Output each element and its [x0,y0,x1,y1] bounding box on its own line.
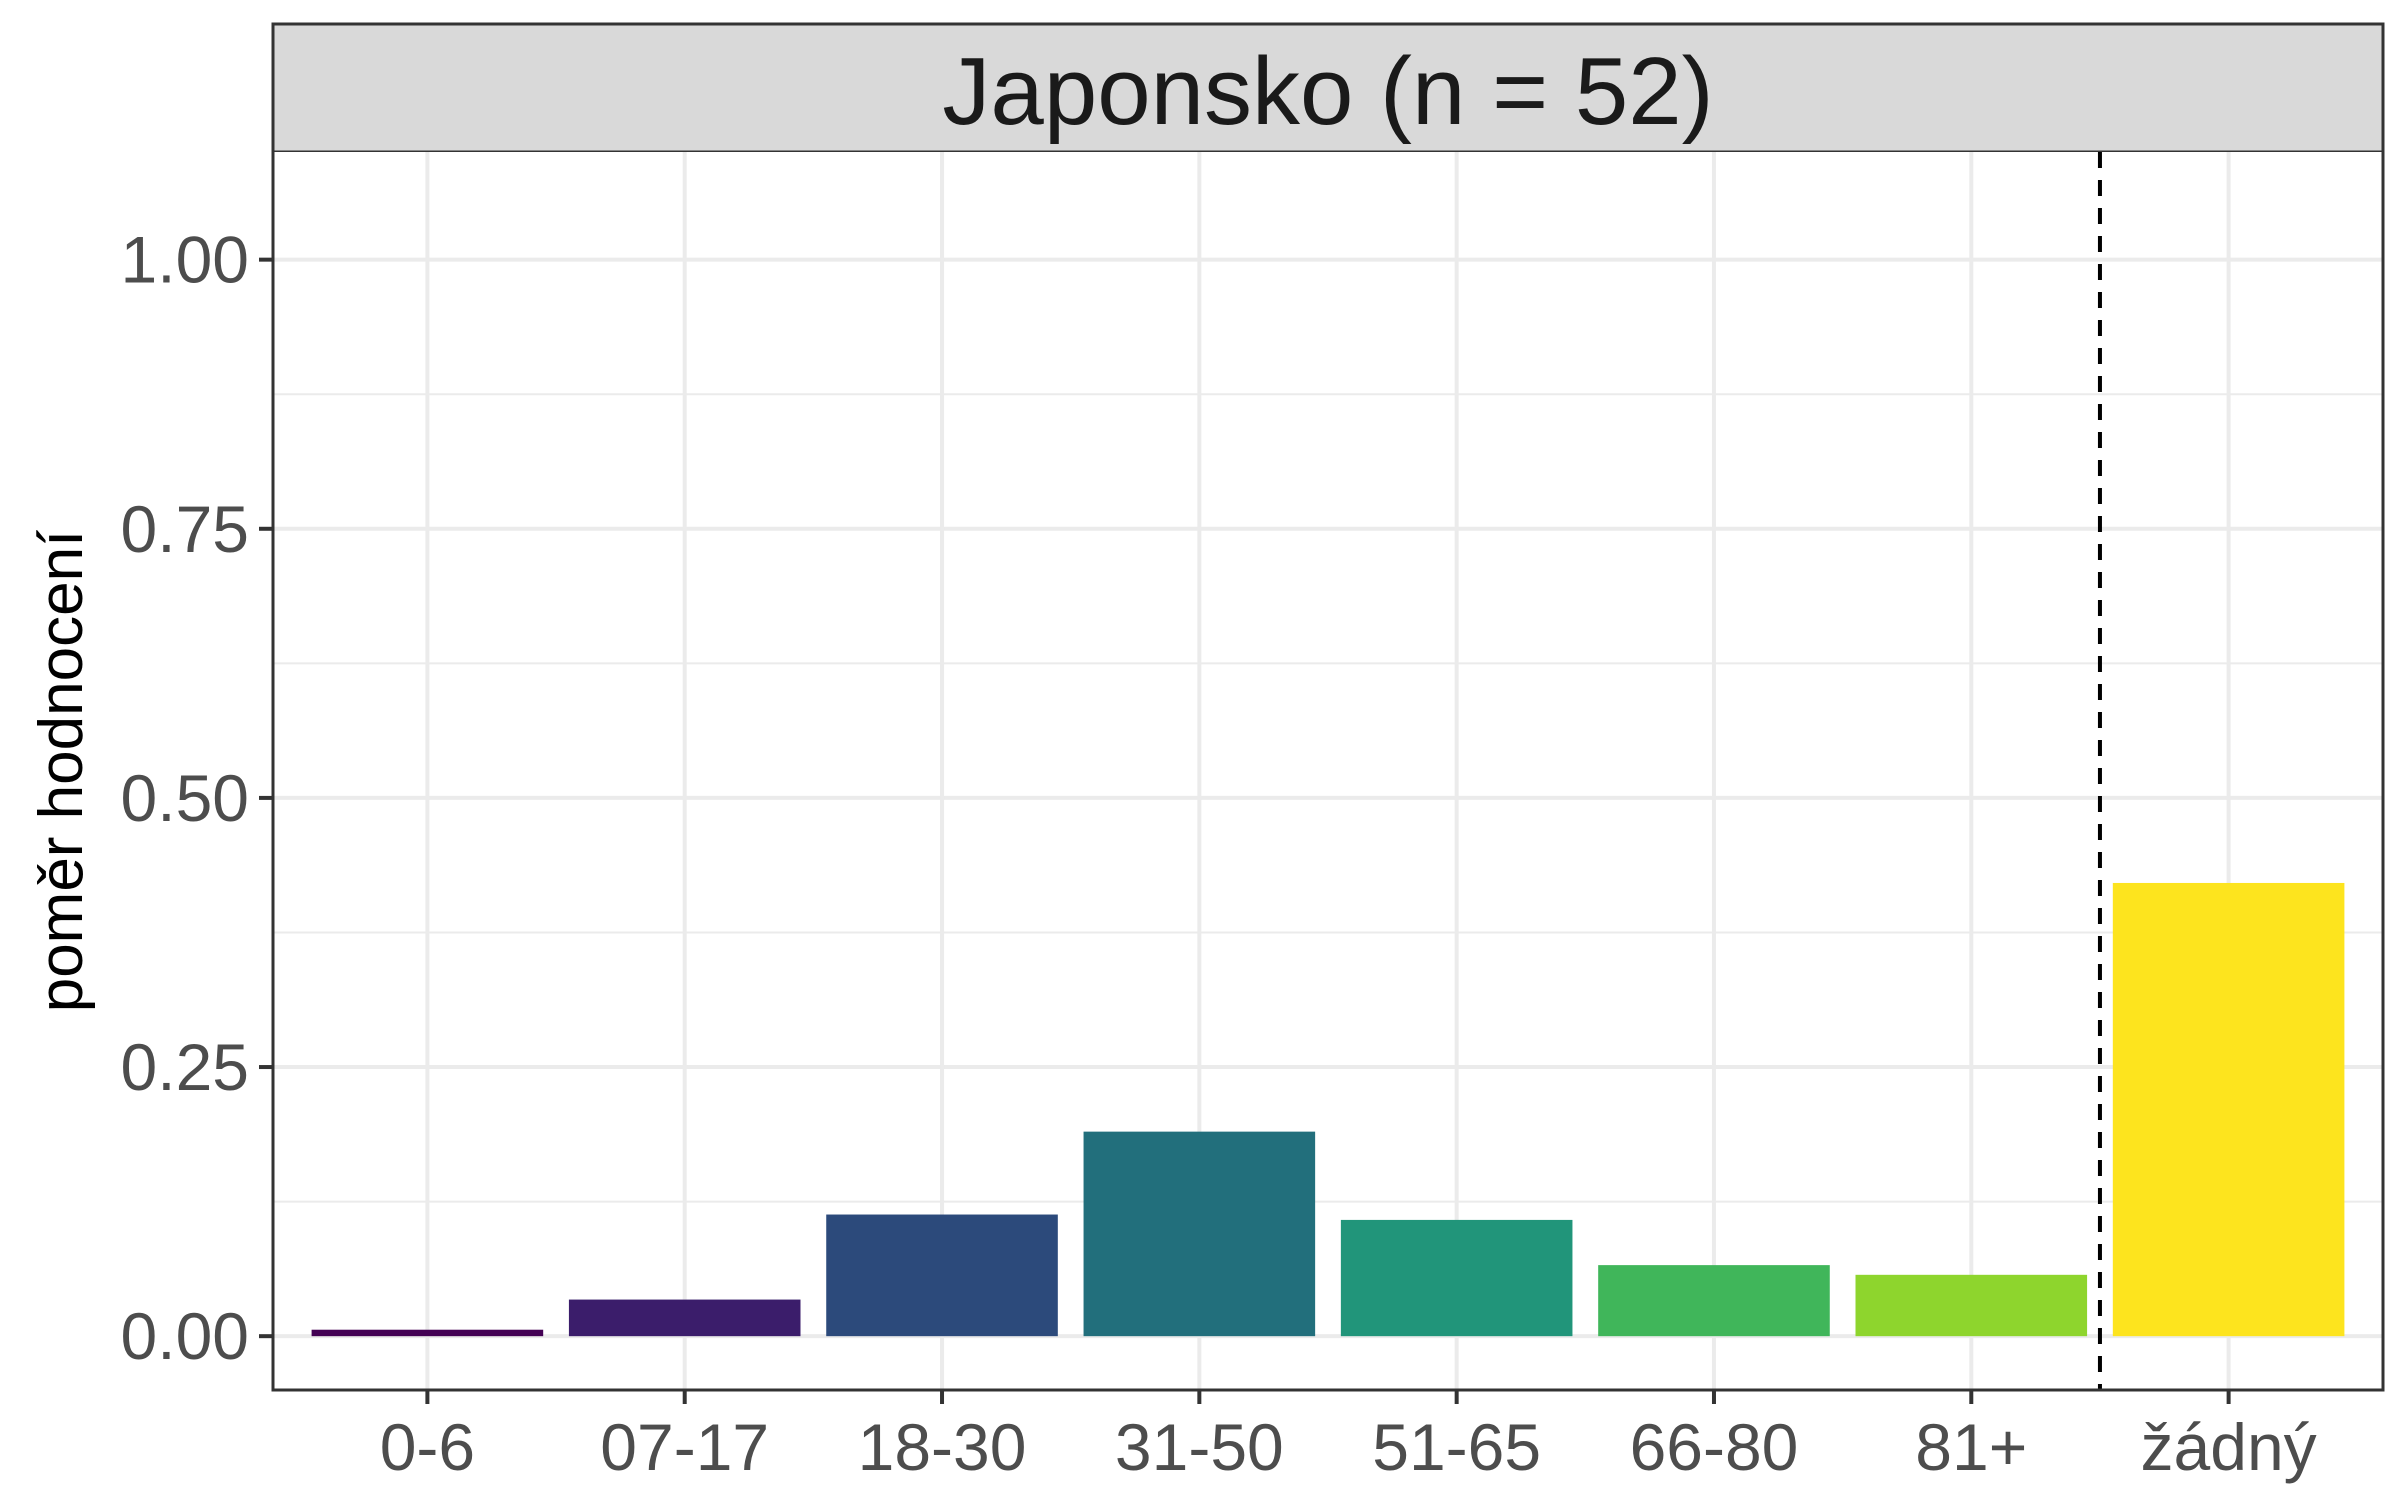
bar-51-65 [1340,1219,1573,1337]
y-tick-label: 1.00 [121,223,249,297]
bar-31-50 [1083,1131,1316,1337]
bar-žádný [2112,882,2345,1337]
y-tick-label: 0.25 [121,1030,249,1104]
y-tick-label: 0.50 [121,761,249,835]
x-tick-label: 66-80 [1630,1410,1799,1484]
bars [311,882,2345,1337]
x-tick-label: 18-30 [858,1410,1027,1484]
bar-18-30 [826,1214,1058,1337]
bar-81+ [1855,1274,2088,1337]
x-tick-label: 81+ [1915,1410,2027,1484]
bar-66-80 [1598,1265,1830,1337]
x-tick-label: 0-6 [380,1410,475,1484]
plot-panel-border [271,22,2385,1392]
x-tick-label: 31-50 [1115,1410,1284,1484]
x-tick-label: žádný [2141,1410,2317,1484]
x-axis: 0-6 07-17 18-30 31-50 51-65 66-80 81+ žádný [380,1390,2317,1484]
y-axis: 0.00 0.25 0.50 0.75 1.00 [121,223,273,1373]
y-tick-label: 0.00 [121,1299,249,1373]
y-tick-label: 0.75 [121,492,249,566]
gridlines [273,152,2383,1390]
chart-title: Japonsko (n = 52) [942,38,1713,145]
plot-panel [273,152,2383,1390]
y-axis-title: poměr hodnocení [27,530,96,1013]
x-tick-label: 07-17 [600,1410,769,1484]
bar-07-17 [568,1299,801,1337]
facet-strip [273,24,2383,152]
x-tick-label: 51-65 [1372,1410,1541,1484]
bar-0-6 [311,1329,544,1337]
